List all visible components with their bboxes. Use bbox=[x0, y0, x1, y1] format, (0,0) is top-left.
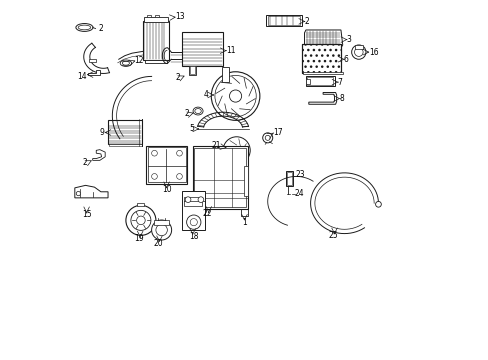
Text: 2: 2 bbox=[184, 109, 189, 118]
Polygon shape bbox=[308, 93, 336, 104]
Circle shape bbox=[125, 205, 156, 235]
Text: 15: 15 bbox=[81, 210, 91, 219]
Bar bbox=[155, 15, 159, 18]
Text: 7: 7 bbox=[337, 78, 342, 87]
Bar bbox=[301, 44, 340, 73]
Ellipse shape bbox=[120, 60, 131, 66]
Bar bbox=[303, 72, 342, 74]
Circle shape bbox=[262, 133, 272, 143]
Bar bbox=[354, 45, 363, 49]
Bar bbox=[267, 17, 299, 25]
Bar bbox=[182, 32, 223, 66]
Bar bbox=[285, 171, 292, 186]
Circle shape bbox=[215, 75, 256, 117]
Text: 17: 17 bbox=[272, 128, 282, 137]
Bar bbox=[301, 44, 340, 73]
Text: 21: 21 bbox=[211, 141, 221, 150]
Polygon shape bbox=[93, 150, 105, 160]
Circle shape bbox=[176, 150, 182, 156]
Circle shape bbox=[151, 150, 157, 156]
Text: 14: 14 bbox=[77, 72, 86, 81]
Circle shape bbox=[176, 174, 182, 179]
Bar bbox=[305, 76, 334, 86]
Circle shape bbox=[375, 202, 381, 207]
Text: 20: 20 bbox=[153, 239, 163, 248]
Bar bbox=[145, 60, 166, 63]
Circle shape bbox=[264, 135, 270, 140]
Text: 13: 13 bbox=[175, 12, 184, 21]
Bar bbox=[194, 148, 246, 207]
Text: 25: 25 bbox=[327, 231, 337, 240]
Text: 19: 19 bbox=[134, 234, 143, 243]
Circle shape bbox=[136, 216, 145, 225]
Bar bbox=[183, 197, 201, 206]
Circle shape bbox=[151, 174, 157, 179]
Circle shape bbox=[156, 224, 167, 236]
Text: 11: 11 bbox=[225, 46, 235, 55]
Bar bbox=[189, 66, 196, 75]
Bar bbox=[286, 172, 291, 185]
Text: 6: 6 bbox=[343, 55, 348, 64]
Ellipse shape bbox=[122, 61, 129, 65]
Polygon shape bbox=[75, 185, 108, 198]
Bar bbox=[244, 166, 247, 196]
Text: 10: 10 bbox=[162, 185, 171, 194]
Bar bbox=[182, 191, 205, 230]
Text: 2: 2 bbox=[98, 24, 102, 33]
Text: 2: 2 bbox=[175, 73, 180, 82]
Text: 1: 1 bbox=[242, 218, 246, 227]
Text: 2: 2 bbox=[82, 158, 87, 167]
Text: 4: 4 bbox=[203, 90, 207, 99]
Circle shape bbox=[223, 137, 250, 164]
Ellipse shape bbox=[194, 109, 201, 113]
Bar bbox=[148, 148, 185, 182]
Circle shape bbox=[76, 192, 81, 196]
Ellipse shape bbox=[78, 25, 91, 30]
Bar bbox=[222, 67, 229, 82]
Circle shape bbox=[233, 147, 240, 154]
Text: 16: 16 bbox=[368, 48, 378, 57]
Circle shape bbox=[229, 90, 241, 102]
Circle shape bbox=[198, 197, 203, 203]
Bar bbox=[144, 18, 167, 22]
Bar bbox=[142, 21, 169, 60]
Ellipse shape bbox=[193, 107, 203, 115]
Polygon shape bbox=[88, 70, 100, 75]
Text: 2: 2 bbox=[304, 17, 308, 26]
Text: 12: 12 bbox=[134, 56, 143, 65]
Circle shape bbox=[351, 45, 365, 59]
Ellipse shape bbox=[76, 23, 93, 31]
Bar bbox=[192, 146, 247, 208]
Circle shape bbox=[211, 72, 259, 120]
Text: 18: 18 bbox=[189, 231, 198, 240]
Circle shape bbox=[190, 219, 197, 226]
Circle shape bbox=[354, 48, 363, 57]
Bar bbox=[146, 146, 187, 184]
Circle shape bbox=[186, 215, 201, 229]
Bar bbox=[109, 144, 142, 146]
Bar bbox=[307, 77, 332, 85]
Text: 23: 23 bbox=[295, 171, 304, 180]
Text: 9: 9 bbox=[100, 128, 104, 137]
Polygon shape bbox=[89, 59, 96, 62]
Text: 24: 24 bbox=[294, 189, 304, 198]
Circle shape bbox=[185, 197, 190, 203]
Bar bbox=[265, 15, 301, 26]
Bar bbox=[154, 220, 168, 225]
Bar bbox=[147, 15, 151, 18]
Text: 22: 22 bbox=[202, 210, 211, 219]
Text: 3: 3 bbox=[346, 35, 350, 44]
Circle shape bbox=[131, 210, 151, 230]
Bar bbox=[137, 203, 144, 206]
Bar bbox=[108, 120, 142, 144]
Polygon shape bbox=[304, 30, 342, 48]
Text: 5: 5 bbox=[188, 125, 193, 134]
Bar bbox=[190, 66, 195, 74]
Circle shape bbox=[151, 220, 171, 240]
Text: 8: 8 bbox=[339, 94, 344, 103]
Bar bbox=[305, 79, 309, 84]
